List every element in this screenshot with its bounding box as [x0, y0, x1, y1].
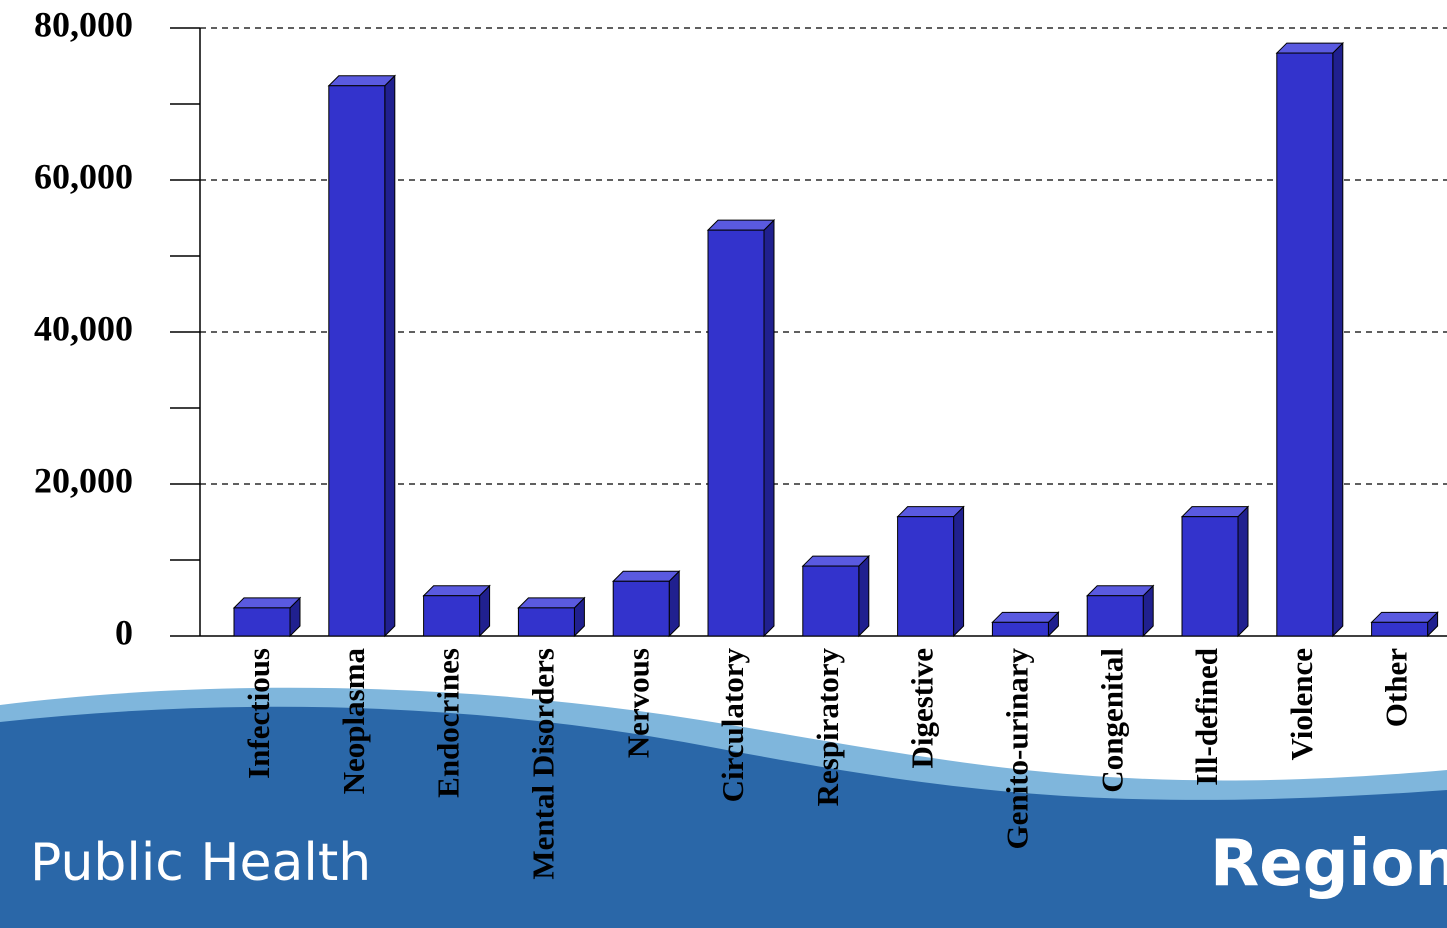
bar	[1276, 52, 1334, 637]
bar-top	[422, 585, 491, 597]
bar-top	[327, 75, 397, 87]
footer-text: Public Health	[30, 833, 371, 893]
y-tick-label: 20,000	[34, 460, 133, 500]
bar	[517, 607, 575, 637]
bar-side	[763, 218, 775, 638]
bar-group	[422, 584, 491, 638]
bar-group	[517, 596, 586, 638]
bar	[897, 516, 955, 637]
x-tick-label: Ill-defined	[1189, 648, 1224, 786]
x-tick-label: Nervous	[620, 648, 655, 758]
x-tick-label: Violence	[1284, 648, 1319, 760]
bar-top	[896, 506, 965, 518]
bar-top	[1370, 611, 1439, 623]
x-tick-label: Infectious	[241, 648, 276, 779]
bar	[328, 85, 386, 637]
footer-logo: Region	[1210, 827, 1447, 901]
bar-top	[801, 555, 871, 567]
bar-group	[232, 596, 302, 638]
bar	[707, 229, 765, 637]
x-tick-label: Digestive	[905, 648, 940, 769]
bar	[233, 607, 291, 637]
bar	[1371, 621, 1429, 637]
bar	[1086, 595, 1144, 637]
x-tick-label: Other	[1379, 648, 1414, 727]
bar	[802, 565, 860, 637]
bar-top	[1180, 506, 1250, 518]
banner-dark-wave	[0, 706, 1447, 928]
bar-group	[327, 74, 397, 638]
bar-group	[1085, 584, 1155, 638]
bar-top	[1085, 585, 1155, 597]
bar-top	[991, 611, 1060, 623]
bar	[991, 621, 1049, 637]
bar-group	[1180, 505, 1250, 638]
x-tick-label: Genito-urinary	[1000, 648, 1035, 850]
bar-top	[232, 597, 302, 609]
x-tick-label: Respiratory	[810, 648, 845, 807]
bar-group	[801, 554, 871, 638]
bar-top	[517, 597, 586, 609]
banner	[0, 687, 1447, 928]
bar-side	[384, 74, 396, 638]
bar-top	[611, 570, 681, 582]
bar-group	[706, 218, 776, 638]
bar-top	[706, 219, 776, 231]
bar-group	[1275, 41, 1345, 638]
bar-side	[858, 554, 870, 638]
y-tick-label: 0	[115, 612, 133, 652]
x-tick-label: Endocrines	[431, 648, 466, 798]
bar-group	[611, 570, 681, 638]
bar-side	[1237, 505, 1249, 638]
x-tick-label: Neoplasma	[336, 648, 371, 795]
y-tick-label: 60,000	[34, 156, 133, 196]
x-tick-label: Circulatory	[715, 648, 750, 803]
x-tick-label: Mental Disorders	[526, 648, 561, 880]
bar-top	[1275, 42, 1345, 54]
y-tick-label: 80,000	[34, 4, 133, 44]
y-tick-label: 40,000	[34, 308, 133, 348]
bar-group	[1370, 611, 1439, 638]
bar-group	[991, 611, 1060, 638]
bar-side	[668, 570, 680, 638]
bar	[1181, 516, 1239, 637]
bar	[423, 595, 481, 637]
bar	[612, 580, 670, 637]
bar-side	[953, 505, 965, 638]
x-tick-label: Congenital	[1094, 648, 1129, 793]
bar-side	[1332, 41, 1344, 638]
bar-group	[896, 505, 965, 638]
